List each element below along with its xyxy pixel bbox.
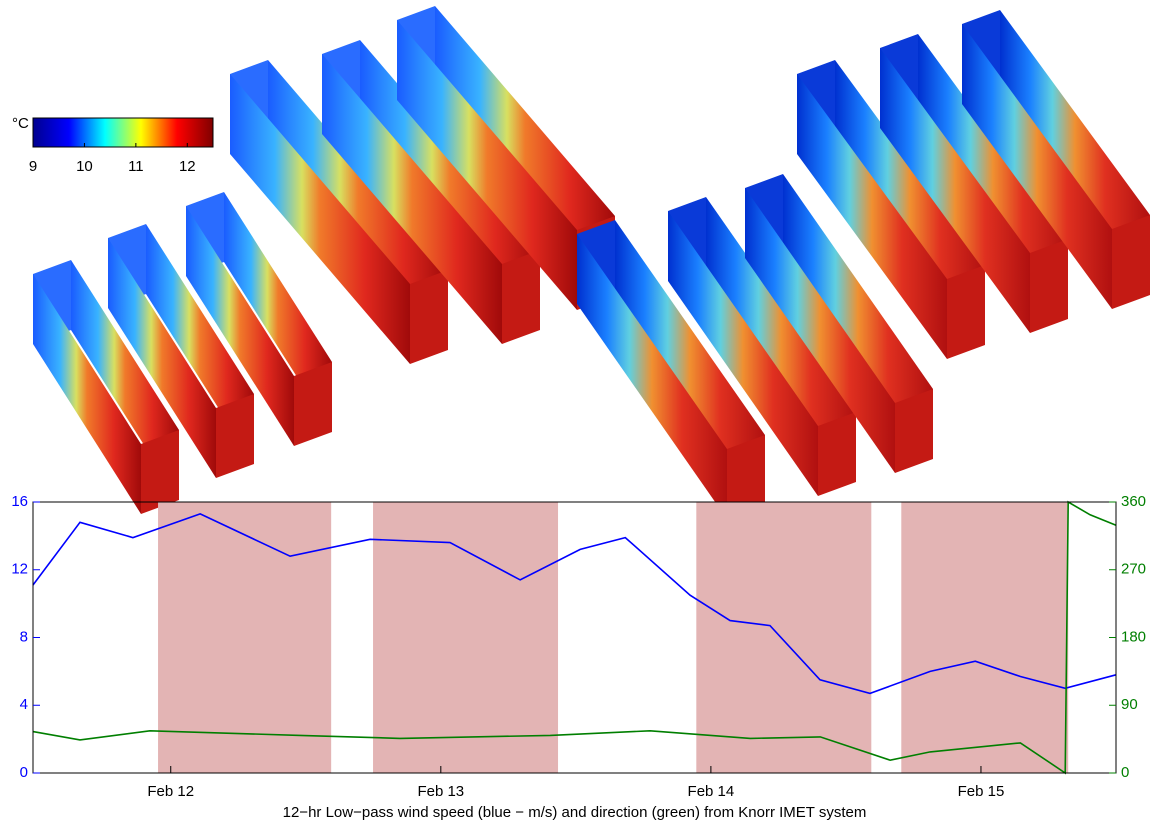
- y2-tick-label: 0: [1121, 764, 1129, 781]
- temperature-sections: [33, 6, 1150, 519]
- ribbon-curtain: [880, 48, 1030, 333]
- y2-tick-label: 270: [1121, 561, 1146, 578]
- ribbon-cap: [141, 430, 179, 514]
- y-tick-label: 12: [11, 561, 28, 578]
- ribbon-curtain: [706, 197, 856, 482]
- ribbon-curtain: [322, 54, 502, 344]
- ribbon-curtain: [918, 34, 1068, 319]
- night-shading: [158, 502, 332, 773]
- ribbon-cap: [895, 389, 933, 473]
- series-line: [32, 500, 1117, 775]
- ribbon-cap: [727, 435, 765, 519]
- ribbon-cap: [216, 394, 254, 478]
- ribbon-curtain: [1000, 10, 1150, 295]
- x-tick-label: Feb 13: [417, 783, 464, 800]
- ribbon-cap: [502, 250, 540, 344]
- ribbon-curtain: [835, 60, 985, 345]
- night-shading: [901, 502, 1069, 773]
- ribbon-curtain: [962, 24, 1112, 309]
- ribbon-cap: [294, 362, 332, 446]
- night-shading: [373, 502, 559, 773]
- ribbon-curtain: [397, 20, 577, 310]
- ribbon-curtain: [230, 74, 410, 364]
- ribbon-curtain: [745, 188, 895, 473]
- series-line: [32, 513, 1117, 695]
- x-tick-label: Feb 14: [688, 783, 735, 800]
- ribbon-cap: [947, 265, 985, 359]
- y2-tick-label: 90: [1121, 696, 1138, 713]
- y-tick-label: 0: [20, 764, 28, 781]
- caption: 12−hr Low−pass wind speed (blue − m/s) a…: [283, 804, 867, 821]
- wind-plot: 0 4 8 12 16 0 90 180 270 360 Feb 12 Feb 13 Feb 14 Feb…: [11, 493, 1146, 821]
- ribbon-cap: [1030, 239, 1068, 333]
- colorbar-tick-label: 11: [128, 158, 144, 175]
- night-shading: [696, 502, 872, 773]
- y-tick-label: 4: [20, 696, 28, 713]
- ribbon-curtain: [615, 220, 765, 505]
- y2-tick-label: 360: [1121, 493, 1146, 510]
- y2-tick-label: 180: [1121, 628, 1146, 645]
- ribbon-cap: [410, 270, 448, 364]
- ribbon-curtain: [108, 238, 216, 478]
- colorbar-label: °C: [12, 115, 29, 132]
- x-tick-label: Feb 12: [147, 783, 194, 800]
- ribbon-curtain: [668, 211, 818, 496]
- colorbar-tick-label: 12: [179, 158, 196, 175]
- ribbon-cap: [1112, 215, 1150, 309]
- ribbon-curtain: [783, 174, 933, 459]
- y-tick-label: 16: [11, 493, 28, 510]
- ribbon-cap: [818, 412, 856, 496]
- colorbar-tick-label: 9: [29, 158, 37, 175]
- ribbon-curtain: [33, 274, 141, 514]
- x-tick-label: Feb 15: [958, 783, 1005, 800]
- ribbon-curtain: [797, 74, 947, 359]
- y-tick-label: 8: [20, 628, 28, 645]
- ribbon-curtain: [577, 234, 727, 519]
- ribbon-curtain: [186, 206, 294, 446]
- colorbar: [32, 117, 214, 148]
- colorbar-tick-label: 10: [76, 158, 93, 175]
